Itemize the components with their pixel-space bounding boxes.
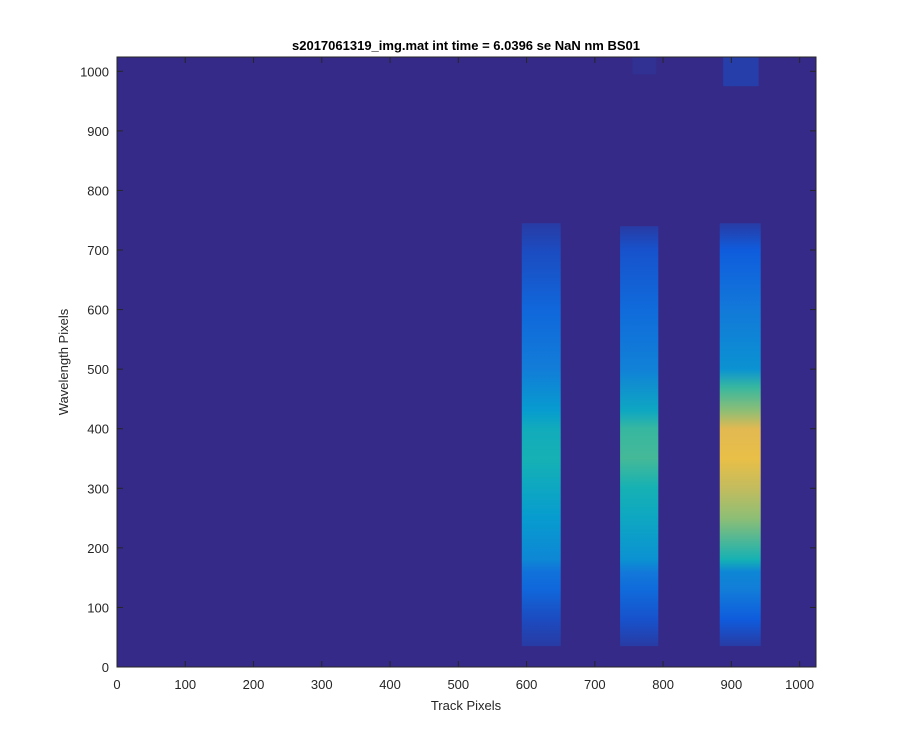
x-tick-label: 500 — [447, 677, 469, 692]
y-axis-label: Wavelength Pixels — [56, 308, 71, 415]
intensity-bands — [521, 57, 761, 647]
y-tick-label: 300 — [87, 481, 109, 496]
intensity-band-4 — [632, 57, 657, 75]
y-axis-ticks: 0 100 200 300 400 500 600 700 800 900 1000 — [80, 64, 816, 675]
y-tick-label: 1000 — [80, 64, 109, 79]
y-tick-label: 0 — [102, 660, 109, 675]
chart-title: s2017061319_img.mat int time = 6.0396 se… — [292, 38, 640, 53]
x-tick-label: 300 — [311, 677, 333, 692]
x-tick-label: 600 — [516, 677, 538, 692]
x-tick-label: 100 — [174, 677, 196, 692]
plot-area — [116, 56, 817, 668]
x-tick-label: 1000 — [785, 677, 814, 692]
x-axis-label: Track Pixels — [431, 698, 502, 713]
y-tick-label: 700 — [87, 243, 109, 258]
y-tick-label: 900 — [87, 124, 109, 139]
intensity-band-3 — [723, 57, 759, 87]
plot-frame — [116, 56, 817, 668]
x-tick-label: 800 — [652, 677, 674, 692]
x-axis-ticks: 0 100 200 300 400 500 600 700 800 900 1000 — [113, 57, 814, 692]
intensity-band-0 — [521, 223, 561, 647]
x-tick-label: 200 — [243, 677, 265, 692]
intensity-band-1 — [620, 226, 659, 647]
y-tick-label: 500 — [87, 362, 109, 377]
y-tick-label: 600 — [87, 303, 109, 318]
x-tick-label: 900 — [721, 677, 743, 692]
x-tick-label: 0 — [113, 677, 120, 692]
intensity-band-2 — [719, 223, 761, 647]
y-tick-label: 100 — [87, 600, 109, 615]
x-tick-label: 700 — [584, 677, 606, 692]
x-tick-label: 400 — [379, 677, 401, 692]
y-tick-label: 800 — [87, 183, 109, 198]
plot-background — [117, 57, 816, 667]
y-tick-label: 200 — [87, 541, 109, 556]
y-tick-label: 400 — [87, 422, 109, 437]
